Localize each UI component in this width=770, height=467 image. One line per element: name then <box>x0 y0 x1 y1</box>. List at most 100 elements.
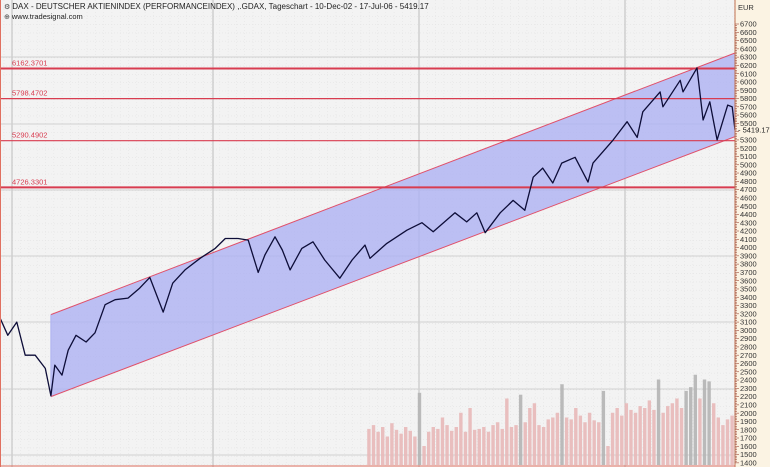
volume-bar <box>468 408 472 465</box>
trend-channel-fill <box>50 52 736 397</box>
volume-bar <box>376 431 380 465</box>
volume-bar <box>615 408 619 465</box>
y-tick-label: 4000 <box>740 243 757 252</box>
volume-bar <box>702 379 707 465</box>
volume-bar <box>643 408 647 465</box>
y-tick-label: 6200 <box>740 61 757 70</box>
y-tick-label: 3500 <box>740 285 757 294</box>
volume-bar <box>601 390 606 465</box>
volume-bar <box>574 408 578 465</box>
chart-title-text: DAX - DEUTSCHER AKTIENINDEX (PERFORMANCE… <box>12 2 429 11</box>
volume-bar <box>675 398 679 465</box>
y-tick-label: 5500 <box>740 119 757 128</box>
volume-bar <box>560 384 564 465</box>
last-price-label: - 5419.17 <box>738 126 770 135</box>
y-tick-label: 2900 <box>740 334 757 343</box>
volume-bar <box>569 419 573 465</box>
y-tick-label: 3900 <box>740 251 757 260</box>
y-tick-label: 2500 <box>740 367 757 376</box>
y-tick-label: 2600 <box>740 359 757 368</box>
volume-bar <box>721 425 725 465</box>
y-tick-label: 5600 <box>740 111 757 120</box>
y-tick-label: 4800 <box>740 177 757 186</box>
volume-bar <box>399 433 403 465</box>
volume-bar <box>381 427 385 465</box>
volume-bar <box>408 430 412 465</box>
volume-bar <box>633 412 638 465</box>
y-tick-label: 6400 <box>740 44 757 53</box>
volume-bar <box>413 436 417 465</box>
chart-settings-icon[interactable]: ⚙ <box>4 4 11 11</box>
volume-bar <box>537 425 541 465</box>
source-text[interactable]: www.tradesignal.com <box>11 12 83 21</box>
y-tick-label: 3400 <box>740 293 757 302</box>
volume-bar <box>495 422 500 465</box>
y-tick-label: 4300 <box>740 218 757 227</box>
y-tick-label: 1400 <box>740 458 757 467</box>
y-axis-unit: EUR <box>738 3 754 12</box>
y-tick-label: 2000 <box>740 409 757 418</box>
channel-upper-line[interactable] <box>50 52 736 316</box>
y-tick-label: 5300 <box>740 136 757 145</box>
globe-icon: ⊕ <box>4 14 10 21</box>
volume-bar <box>371 425 376 465</box>
volume-bar <box>620 415 624 465</box>
volume-bar <box>610 412 615 465</box>
y-tick-label: 3300 <box>740 301 757 310</box>
y-tick-label: 2800 <box>740 343 757 352</box>
y-tick-label: 3200 <box>740 309 757 318</box>
y-tick-label: 6100 <box>740 69 757 78</box>
channel-lower-line[interactable] <box>50 136 736 398</box>
y-tick-label: 2100 <box>740 400 757 409</box>
volume-bar <box>523 422 527 465</box>
volume-bar <box>716 417 721 465</box>
volume-bar <box>597 422 601 465</box>
y-tick-label: 2700 <box>740 351 757 360</box>
volume-bar <box>385 436 390 465</box>
volume-bar <box>454 427 458 465</box>
y-tick-label: 5700 <box>740 102 757 111</box>
volume-bar <box>532 403 537 465</box>
volume-bar <box>367 428 371 465</box>
volume-bar <box>725 419 730 465</box>
chart-title: ⚙ DAX - DEUTSCHER AKTIENINDEX (PERFORMANC… <box>4 2 429 11</box>
y-tick-label: 1500 <box>740 450 757 459</box>
y-tick-label: 6000 <box>740 78 757 87</box>
volume-bar <box>629 409 633 465</box>
y-axis-area <box>735 0 770 467</box>
volume-bar <box>624 403 629 465</box>
volume-bar <box>426 431 431 465</box>
y-tick-label: 5900 <box>740 86 757 95</box>
volume-bar <box>486 431 491 465</box>
volume-bar <box>500 428 504 465</box>
y-tick-label: 1600 <box>740 442 757 451</box>
volume-bar <box>666 406 670 465</box>
y-tick-label: 4200 <box>740 227 757 236</box>
volume-bar <box>477 428 481 465</box>
y-tick-label: 4600 <box>740 193 757 202</box>
volume-bar <box>403 427 408 465</box>
level-label: 5290.4902 <box>12 131 47 140</box>
chart-source: ⊕ www.tradesignal.com <box>4 12 83 21</box>
volume-bar <box>546 419 550 465</box>
volume-bar <box>482 427 486 465</box>
volume-bar <box>459 412 463 465</box>
volume-bar <box>652 409 656 465</box>
volume-bar <box>689 387 693 465</box>
volume-bar <box>390 423 394 465</box>
y-tick-label: 6600 <box>740 28 757 37</box>
volume-bar <box>463 431 468 465</box>
y-tick-label: 3000 <box>740 326 757 335</box>
volume-bar <box>730 415 734 465</box>
y-tick-label: 6500 <box>740 36 757 45</box>
volume-bar <box>436 428 440 465</box>
volume-bar <box>440 417 445 465</box>
y-tick-label: 3700 <box>740 268 757 277</box>
y-tick-label: 5000 <box>740 160 757 169</box>
y-tick-label: 4700 <box>740 185 757 194</box>
level-label: 5798.4702 <box>12 89 47 98</box>
volume-bar <box>670 403 675 465</box>
y-tick-label: 4100 <box>740 235 757 244</box>
y-tick-label: 2400 <box>740 376 757 385</box>
